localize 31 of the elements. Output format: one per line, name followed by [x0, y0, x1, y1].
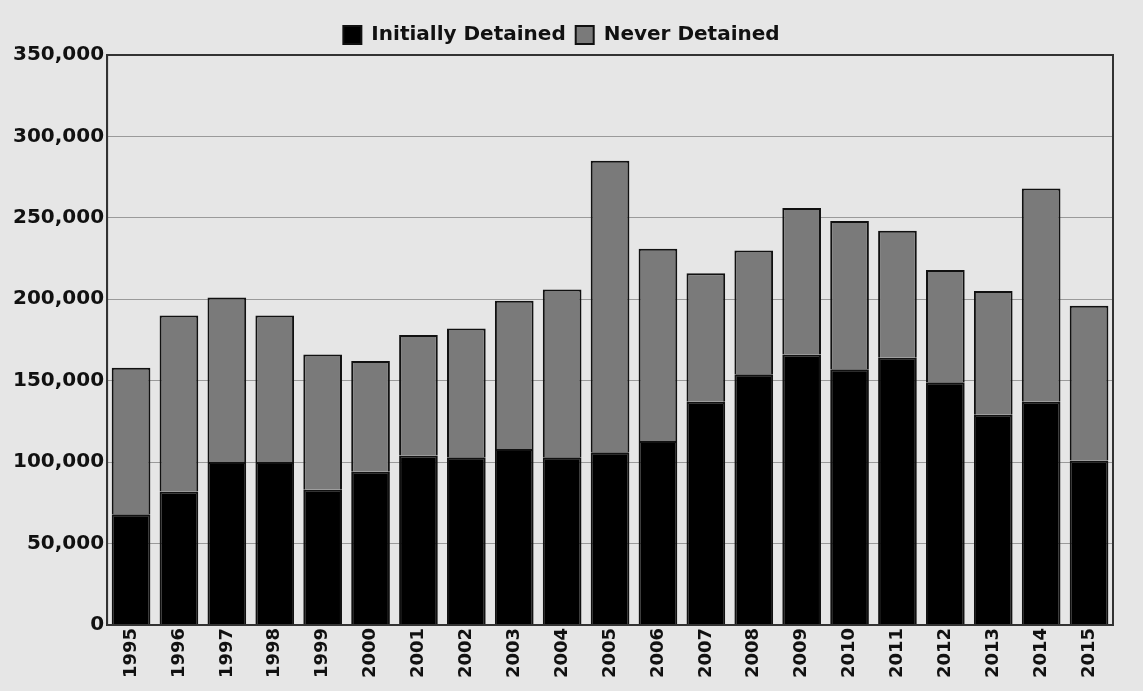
y-tick-label: 150,000: [13, 366, 105, 391]
y-tick-label: 250,000: [13, 204, 105, 229]
x-tick-label: 2004: [549, 627, 571, 679]
x-tick-label: 2012: [933, 627, 955, 679]
x-tick-label: 2002: [454, 627, 476, 679]
y-tick-label: 50,000: [26, 529, 105, 554]
x-tick-label: 2005: [597, 627, 619, 679]
x-tick-label: 2009: [789, 627, 811, 679]
x-tick-label: 2001: [406, 627, 428, 679]
y-tick-label: 300,000: [13, 122, 105, 147]
x-tick-label: 1996: [166, 627, 188, 679]
x-tick-label: 1999: [310, 627, 332, 679]
x-tick-label: 2007: [693, 627, 715, 679]
legend-label: Initially Detained: [371, 21, 566, 46]
x-tick-label: 2008: [741, 627, 763, 679]
legend-label: Never Detained: [603, 21, 780, 46]
y-tick-label: 200,000: [13, 285, 105, 310]
y-tick-label: 350,000: [13, 41, 105, 66]
x-tick-label: 1997: [214, 627, 236, 679]
x-tick-label: 2013: [980, 627, 1002, 679]
x-tick-label: 2011: [885, 627, 907, 679]
x-tick-label: 2000: [358, 627, 380, 679]
x-tick-label: 2015: [1076, 627, 1098, 679]
y-tick-label: 0: [90, 611, 105, 636]
x-tick-label: 2003: [501, 627, 523, 679]
x-tick-label: 2010: [837, 627, 859, 679]
y-tick-label: 100,000: [13, 448, 105, 473]
x-tick-label: 2014: [1028, 627, 1050, 679]
x-tick-label: 1998: [262, 627, 284, 679]
x-tick-label: 2006: [645, 627, 667, 679]
x-tick-label: 1995: [118, 627, 140, 679]
